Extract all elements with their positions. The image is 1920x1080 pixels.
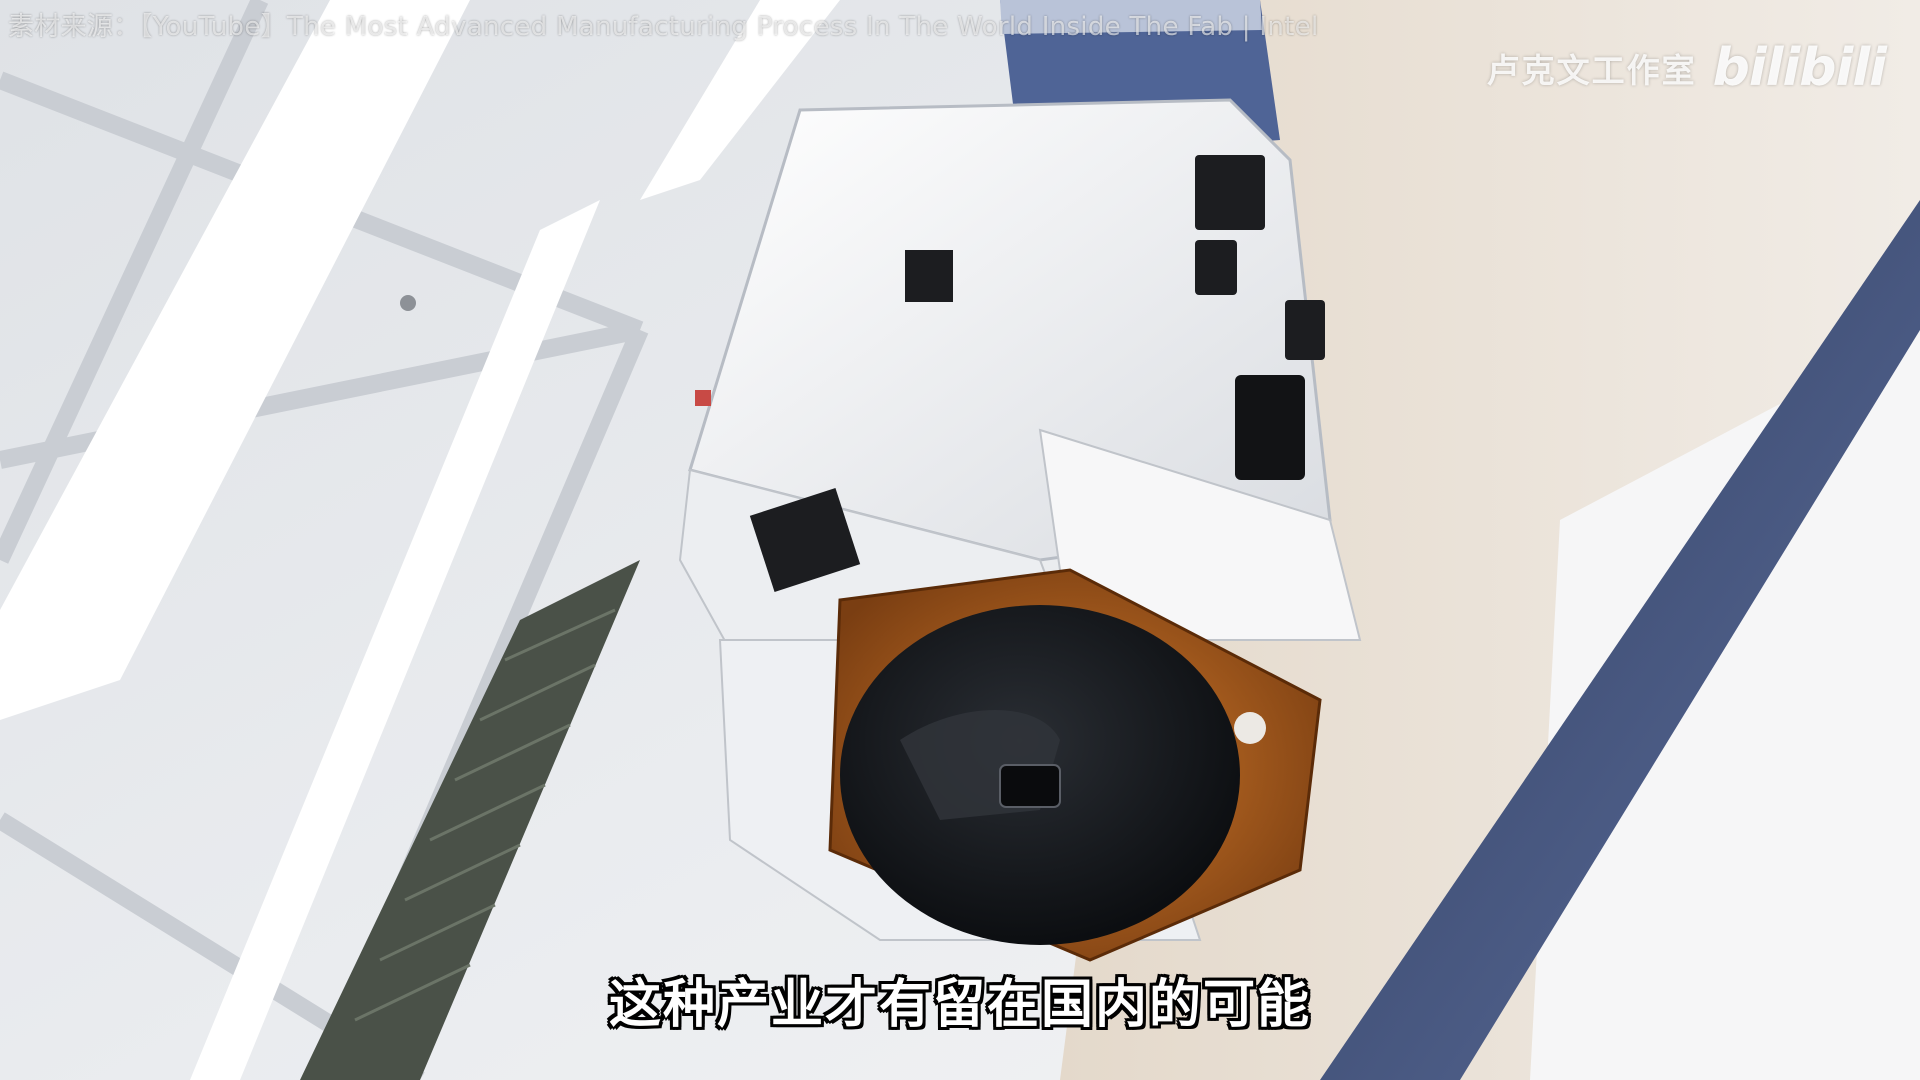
- source-caption: 素材来源：【YouTube】The Most Advanced Manufact…: [8, 6, 1318, 43]
- subtitle-text: 这种产业才有留在国内的可能: [0, 962, 1920, 1037]
- vehicle-sensor: [1235, 375, 1305, 480]
- vehicle-port: [1285, 300, 1325, 360]
- status-led: [695, 390, 711, 406]
- ceiling-bolt: [400, 295, 416, 311]
- channel-watermark: 卢克文工作室 bilibili: [1487, 38, 1886, 98]
- overhead-transport-vehicle: [680, 100, 1360, 650]
- vehicle-port: [1195, 155, 1265, 230]
- vehicle-port: [1195, 240, 1237, 295]
- bilibili-logo: bilibili: [1713, 38, 1886, 98]
- pod-latch: [1234, 712, 1266, 744]
- vehicle-port: [905, 250, 953, 302]
- studio-name: 卢克文工作室: [1487, 44, 1697, 92]
